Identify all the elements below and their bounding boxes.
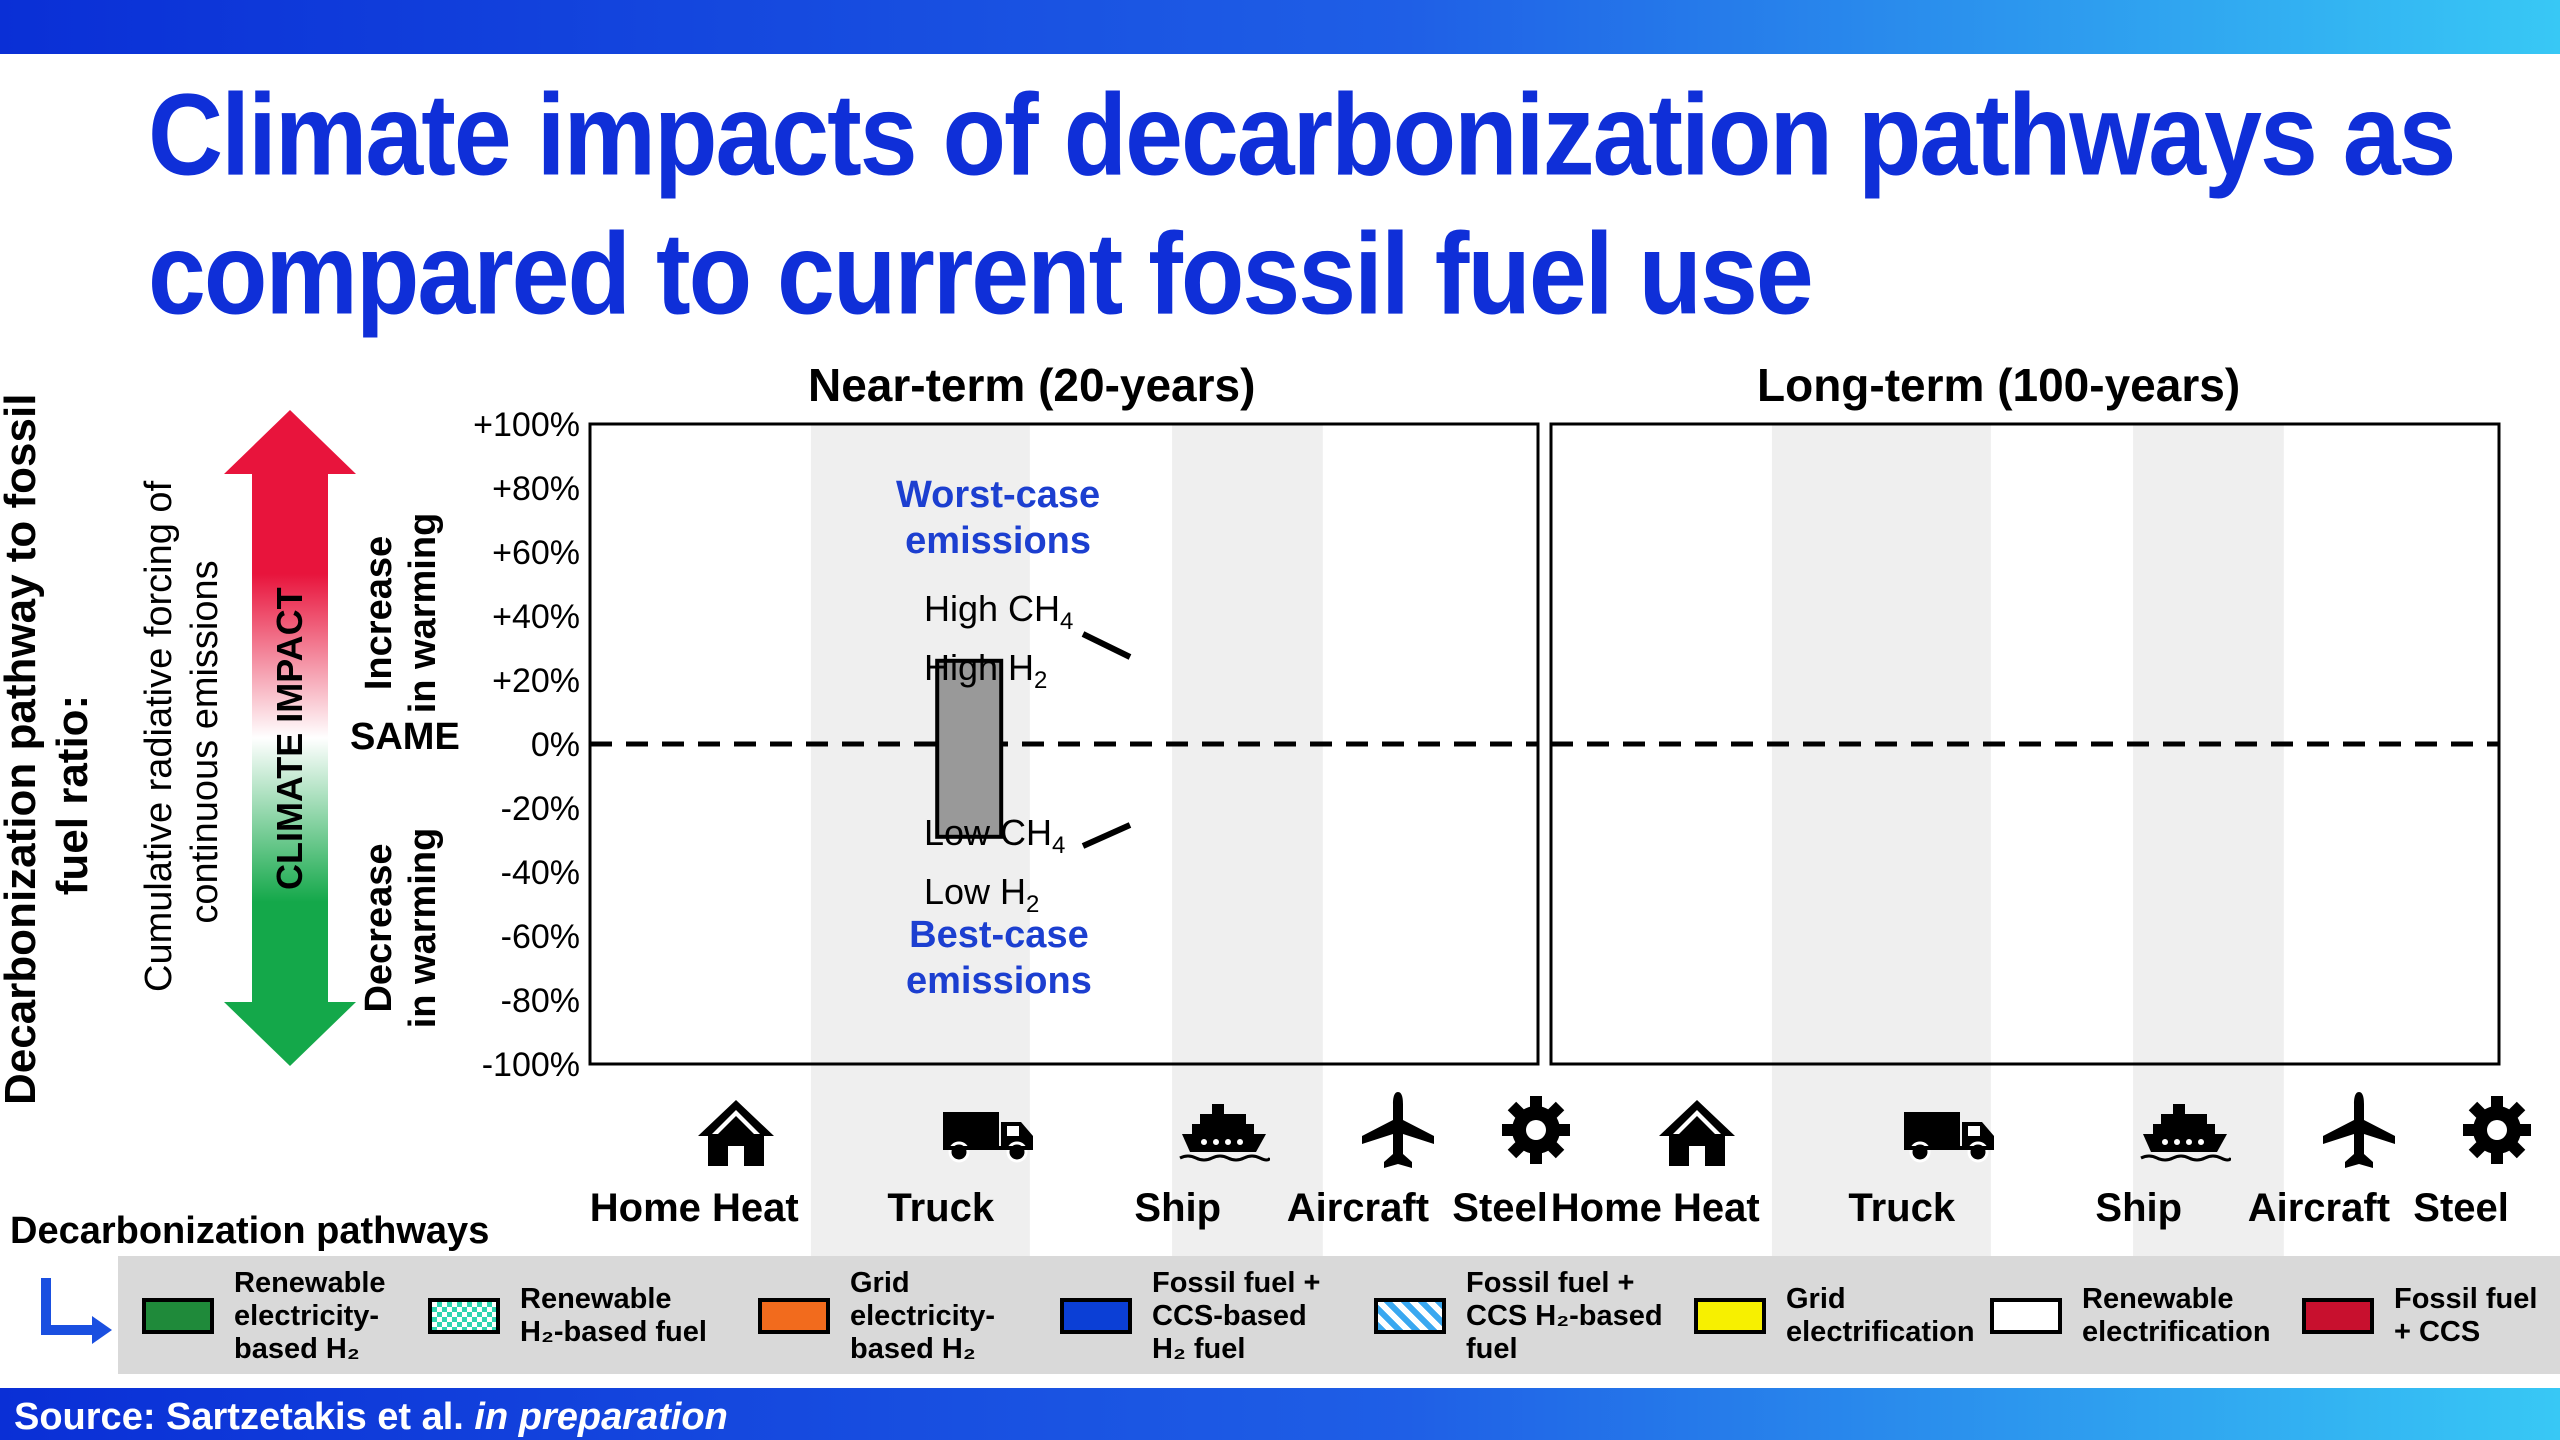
legend-swatch [1060,1298,1132,1334]
sector-label-ship: Ship [1134,1186,1222,1230]
legend-item: Renewable electrification [1990,1266,2271,1366]
y-tick-label: +40% [492,598,580,636]
bottom-banner [0,1388,2560,1440]
shaded-column-aircraft [2133,424,2284,1256]
legend-label: Renewable electricity- based H₂ [234,1266,386,1365]
legend-label: Renewable electrification [2082,1283,2271,1348]
near-term-title: Near-term (20-years) [808,359,1256,411]
legend-label: Fossil fuel + CCS-based H₂ fuel [1152,1266,1321,1365]
sector-label-home-heat: Home Heat [589,1186,799,1230]
best-case-annotation: Best-case emissions [906,914,1092,1002]
range-box [935,658,1004,839]
climate-impact-arrow [224,410,356,1066]
y-tick-label: +100% [473,406,580,444]
high-annotation: High CH4 High H2 [924,588,1074,695]
slide-title: Climate impacts of decarbonization pathw… [148,66,2456,344]
long-term-title: Long-term (100-years) [1757,359,2241,411]
y-tick-label: -40% [501,854,580,892]
low-leader-line [1081,822,1132,849]
range-boxes [935,658,1004,839]
sector-label-truck: Truck [1848,1186,1956,1230]
title-line-2: compared to current fossil fuel use [148,209,1814,340]
legend-title: Decarbonization pathways [10,1210,490,1252]
y-tick-labels: +100% +80% +60% +40% +20% 0% -20% -40% -60% -80% -… [473,406,580,1084]
climate-impact-label: CLIMATE IMPACT [269,587,310,890]
sector-label-ship: Ship [2095,1186,2183,1230]
legend-item: Fossil fuel + CCS [2302,1266,2537,1366]
title-line-1: Climate impacts of decarbonization pathw… [148,70,2456,201]
y-tick-label: 0% [531,726,580,764]
worst-case-annotation: Worst-case emissions [896,474,1101,562]
high-leader-line [1081,631,1132,660]
sector-label-truck: Truck [887,1186,995,1230]
top-banner [0,0,2560,54]
same-label: SAME [350,716,460,758]
y-tick-label: -100% [482,1046,580,1084]
sector-label-aircraft: Aircraft [1286,1186,1430,1230]
y-tick-label: -80% [501,982,580,1020]
legend-label: Grid electrification [1786,1283,1975,1348]
legend-label: Fossil fuel + CCS H₂-based fuel [1466,1266,1663,1365]
legend-item: Grid electricity- based H₂ [758,1266,995,1366]
sector-label-steel: Steel [2413,1186,2509,1230]
column-shading [810,424,2284,1256]
legend-swatch [2302,1298,2374,1334]
legend-item: Grid electrification [1694,1266,1975,1366]
shaded-column-aircraft [1172,424,1323,1256]
y-tick-label: -20% [501,790,580,828]
legend-item: Renewable H₂-based fuel [428,1266,707,1366]
legend-item: Fossil fuel + CCS-based H₂ fuel [1060,1266,1320,1366]
low-annotation: Low CH4 Low H2 [924,812,1066,919]
legend-swatch [428,1298,500,1334]
y-tick-label: +60% [492,534,580,572]
sector-label-home-heat: Home Heat [1550,1186,1760,1230]
increase-in-warming-label: Increase in warming [358,512,444,714]
corner-arrow-icon [41,1278,112,1344]
source-citation: Source: Sartzetakis et al. in preparatio… [14,1396,728,1438]
legend-swatch [1374,1298,1446,1334]
legend-box [118,1256,2560,1374]
legend-label: Renewable H₂-based fuel [520,1283,707,1348]
y-tick-label: -60% [501,918,580,956]
decrease-in-warming-label: Decrease in warming [358,827,444,1029]
legend-item: Renewable electricity- based H₂ [142,1266,386,1366]
legend-swatch [1990,1298,2062,1334]
legend-item: Fossil fuel + CCS H₂-based fuel [1374,1266,1663,1366]
legend-swatch [1694,1298,1766,1334]
legend-label: Fossil fuel + CCS [2394,1283,2538,1348]
y-tick-label: +80% [492,470,580,508]
y-tick-label: +20% [492,662,580,700]
sector-label-aircraft: Aircraft [2247,1186,2391,1230]
legend-swatch [758,1298,830,1334]
legend-swatch [142,1298,214,1334]
y-axis-main-label: Decarbonization pathway to fossil fuel r… [0,393,97,1105]
legend-label: Grid electricity- based H₂ [850,1266,996,1365]
sector-label-steel: Steel [1452,1186,1548,1230]
y-axis-sub-label: Cumulative radiative forcing of continuo… [138,480,226,992]
